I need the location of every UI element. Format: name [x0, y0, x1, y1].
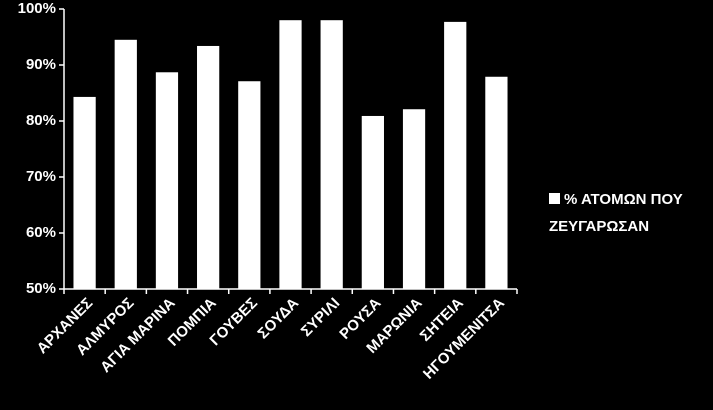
bar	[73, 96, 96, 289]
y-tick-label: 60%	[26, 224, 56, 241]
x-tick-label: ΣΟΥΔΑ	[254, 295, 302, 343]
y-tick-label: 100%	[18, 0, 56, 17]
bar	[444, 21, 467, 289]
bar	[155, 72, 179, 289]
bar	[485, 76, 508, 289]
bar	[238, 81, 261, 290]
bar	[361, 115, 384, 290]
bar	[114, 39, 137, 289]
x-tick-label: ΣΥΡΙΛΙ	[298, 295, 344, 341]
y-tick-label: 70%	[26, 168, 56, 185]
y-tick-label: 50%	[26, 280, 56, 297]
bar	[402, 109, 426, 290]
y-tick-label: 80%	[26, 112, 56, 129]
y-tick-label: 90%	[26, 56, 56, 73]
bar	[197, 45, 220, 290]
legend-label: % ΑΤΟΜΩΝ ΠΟΥ ΖΕΥΓΑΡΩΣΑΝ	[549, 191, 683, 235]
legend: % ΑΤΟΜΩΝ ΠΟΥ ΖΕΥΓΑΡΩΣΑΝ	[549, 186, 699, 240]
bar	[279, 20, 302, 289]
legend-swatch	[549, 193, 560, 204]
bar	[320, 20, 343, 289]
